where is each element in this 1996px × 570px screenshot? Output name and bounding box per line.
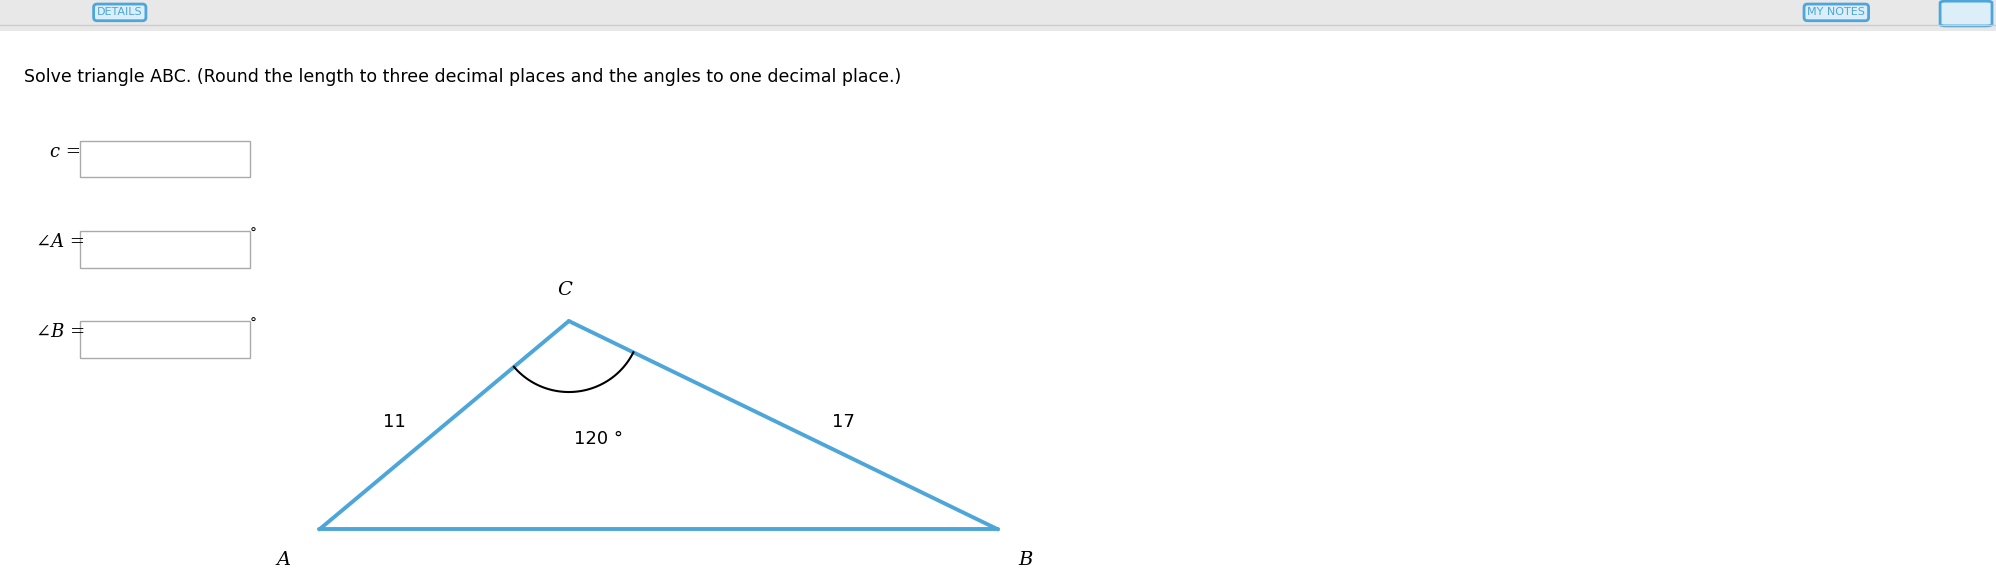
Text: ∠B =: ∠B = (36, 323, 86, 341)
FancyBboxPatch shape (80, 231, 250, 267)
Text: °: ° (250, 227, 257, 241)
Text: 11: 11 (383, 413, 405, 431)
Text: DETAILS: DETAILS (98, 7, 142, 18)
FancyBboxPatch shape (80, 321, 250, 357)
Text: ∠A =: ∠A = (36, 233, 86, 251)
Text: A: A (275, 551, 291, 569)
Text: c =: c = (50, 143, 82, 161)
FancyBboxPatch shape (0, 0, 1996, 31)
FancyBboxPatch shape (1940, 1, 1992, 26)
FancyBboxPatch shape (80, 141, 250, 177)
Text: B: B (1018, 551, 1034, 569)
Text: 120 °: 120 ° (575, 430, 623, 448)
Text: 17: 17 (832, 413, 854, 431)
Text: MY NOTES: MY NOTES (1808, 7, 1864, 18)
Text: Solve triangle ABC. (Round the length to three decimal places and the angles to : Solve triangle ABC. (Round the length to… (24, 68, 902, 86)
Text: °: ° (250, 317, 257, 331)
Text: C: C (557, 281, 573, 299)
